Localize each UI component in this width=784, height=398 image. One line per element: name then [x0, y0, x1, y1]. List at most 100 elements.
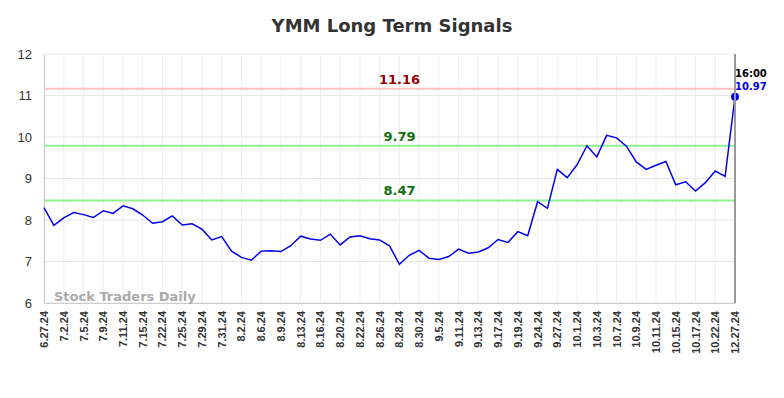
- x-tick-label: 10.11.24: [650, 310, 662, 353]
- x-tick: 9.24.24: [532, 303, 544, 348]
- y-tick-label: 12: [18, 47, 32, 62]
- x-tick: 7.15.24: [137, 303, 149, 348]
- y-tick: 12: [18, 47, 44, 62]
- y-tick: 10: [18, 130, 44, 145]
- grid-line-x: [359, 54, 360, 303]
- x-tick-label: 8.26.24: [374, 310, 386, 348]
- chart: YMM Long Term Signals67891011126.27.247.…: [0, 0, 784, 398]
- x-tick-label: 9.24.24: [532, 310, 544, 348]
- y-tick: 11: [19, 88, 45, 103]
- grid-line-x: [419, 54, 420, 303]
- y-axis: 6 7 8 9 10 11 12: [18, 47, 45, 311]
- grid-line-x: [596, 54, 597, 303]
- x-tick-label: 7.9.24: [97, 310, 109, 341]
- grid-line-x: [182, 54, 183, 303]
- x-tick-label: 10.7.24: [611, 310, 623, 348]
- price-line: [44, 97, 735, 265]
- grid-line: [44, 95, 735, 96]
- y-tick-label: 11: [19, 88, 33, 103]
- y-tick-label: 6: [25, 296, 32, 311]
- grid-line-x: [715, 54, 716, 303]
- reference-label: 11.16: [379, 72, 420, 87]
- x-tick-label: 10.3.24: [591, 310, 603, 348]
- x-tick: 8.20.24: [334, 303, 346, 348]
- x-tick: 8.22.24: [354, 303, 366, 348]
- x-tick-label: 9.17.24: [492, 310, 504, 348]
- grid: [44, 54, 735, 303]
- y-tick-label: 8: [25, 213, 32, 228]
- x-tick: 8.28.24: [393, 303, 405, 348]
- grid-line-x: [537, 54, 538, 303]
- x-tick: 9.19.24: [512, 303, 524, 348]
- plot-area: [44, 89, 739, 265]
- x-tick: 7.9.24: [97, 303, 109, 342]
- x-tick: 10.1.24: [571, 303, 583, 348]
- grid-line-x: [261, 54, 262, 303]
- x-tick: 8.30.24: [413, 303, 425, 348]
- x-tick-label: 10.9.24: [630, 310, 642, 348]
- x-tick-label: 8.6.24: [255, 310, 267, 341]
- grid-line: [44, 54, 735, 55]
- x-tick: 8.6.24: [255, 303, 267, 342]
- x-tick: 8.2.24: [235, 303, 247, 342]
- y-tick: 9: [25, 171, 44, 186]
- x-tick-label: 6.27.24: [38, 310, 50, 348]
- x-tick-label: 10.1.24: [571, 310, 583, 348]
- grid-line-x: [201, 54, 202, 303]
- x-tick: 10.9.24: [630, 303, 642, 348]
- x-tick-label: 9.11.24: [453, 310, 465, 347]
- grid-line-x: [498, 54, 499, 303]
- x-tick-label: 8.2.24: [235, 310, 247, 341]
- reference-line: [44, 88, 735, 90]
- y-tick-label: 10: [18, 130, 32, 145]
- x-tick-label: 9.5.24: [433, 310, 445, 341]
- grid-line-x: [577, 54, 578, 303]
- grid-line-x: [675, 54, 676, 303]
- x-tick: 7.29.24: [196, 303, 208, 348]
- x-tick-label: 7.11.24: [117, 310, 129, 347]
- x-tick-label: 7.29.24: [196, 310, 208, 348]
- x-tick: 7.22.24: [156, 303, 168, 348]
- x-tick-label: 8.9.24: [275, 310, 287, 341]
- grid-line-x: [616, 54, 617, 303]
- x-tick-label: 10.17.24: [690, 310, 702, 354]
- x-tick-label: 7.15.24: [137, 310, 149, 348]
- grid-line-x: [300, 54, 301, 303]
- grid-line-x: [320, 54, 321, 303]
- x-tick-label: 9.27.24: [551, 310, 563, 348]
- x-tick: 8.26.24: [374, 303, 386, 348]
- reference-label: 9.79: [383, 129, 415, 144]
- x-tick: 10.15.24: [670, 303, 682, 354]
- x-tick: 7.25.24: [176, 303, 188, 348]
- x-tick-label: 7.22.24: [156, 310, 168, 348]
- watermark: Stock Traders Daily: [54, 289, 196, 304]
- grid-line-x: [63, 54, 64, 303]
- x-tick: 7.11.24: [117, 303, 129, 347]
- x-tick-label: 12.27.24: [729, 310, 741, 354]
- y-tick: 7: [25, 254, 44, 269]
- grid-line-x: [438, 54, 439, 303]
- grid-line-x: [221, 54, 222, 303]
- x-tick-label: 8.22.24: [354, 310, 366, 348]
- grid-line-x: [103, 54, 104, 303]
- grid-line-x: [379, 54, 380, 303]
- x-tick: 10.3.24: [591, 303, 603, 348]
- grid-line-x: [458, 54, 459, 303]
- grid-line-x: [83, 54, 84, 303]
- x-tick: 9.27.24: [551, 303, 563, 348]
- grid-line-x: [241, 54, 242, 303]
- x-tick-label: 10.22.24: [709, 310, 721, 354]
- x-tick-label: 9.19.24: [512, 310, 524, 348]
- x-tick-label: 8.20.24: [334, 310, 346, 348]
- x-tick-label: 8.13.24: [295, 310, 307, 348]
- x-tick: 7.5.24: [78, 303, 90, 342]
- grid-line-x: [340, 54, 341, 303]
- reference-line: [44, 145, 735, 147]
- x-tick: 8.9.24: [275, 303, 287, 342]
- x-tick: 9.5.24: [433, 303, 445, 342]
- grid-line-x: [636, 54, 637, 303]
- x-tick: 6.27.24: [38, 303, 50, 348]
- x-axis: 6.27.247.2.247.5.247.9.247.11.247.15.247…: [38, 303, 741, 354]
- reference-line: [44, 199, 735, 201]
- x-tick-label: 7.25.24: [176, 310, 188, 348]
